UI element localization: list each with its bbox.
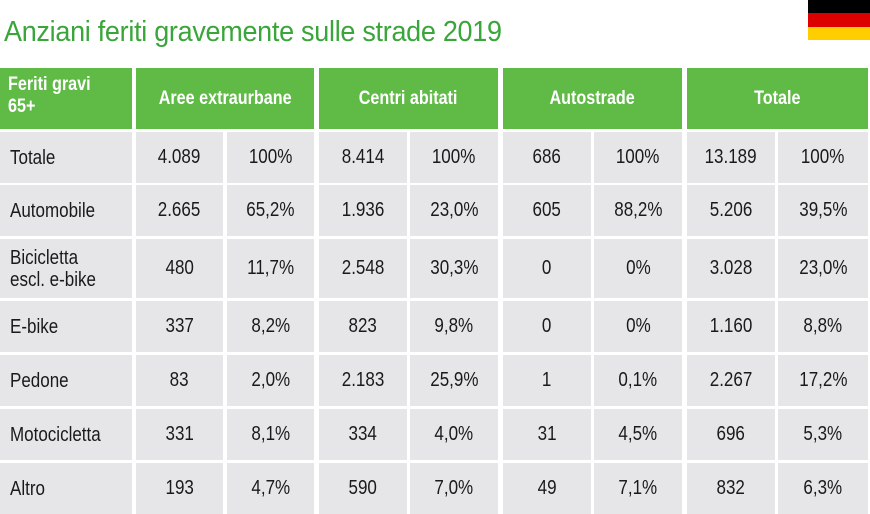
table-header-row: Feriti gravi 65+ Aree extraurbane Centri… [0,68,870,129]
page-title: Anziani feriti gravemente sulle strade 2… [4,16,502,48]
header-aree-extraurbane: Aree extraurbane [136,68,314,129]
cell-centri-pct: 25,9% [410,355,498,406]
cell-centri-pct: 4,0% [410,409,498,460]
cell-autostrade-pct: 0% [594,301,682,352]
cell-aree-n: 83 [136,355,223,406]
cell-centri-n: 2.548 [319,239,407,298]
table-row: Altro 193 4,7% 590 7,0% 49 7,1% 832 6,3% [0,463,870,514]
cell-centri-pct: 9,8% [410,301,498,352]
cell-totale-n: 13.189 [687,132,775,183]
table-row: Bicicletta escl. e-bike 480 11,7% 2.548 30,3… [0,239,870,298]
cell-aree-pct: 4,7% [227,463,314,514]
cell-autostrade-n: 49 [503,463,591,514]
cell-aree-n: 480 [136,239,223,298]
cell-aree-n: 4.089 [136,132,223,183]
cell-totale-pct: 23,0% [778,239,868,298]
cell-autostrade-pct: 0,1% [594,355,682,406]
cell-aree-pct: 65,2% [227,185,314,236]
cell-aree-n: 193 [136,463,223,514]
row-label: Pedone [0,355,132,406]
row-label: Bicicletta escl. e-bike [0,239,132,298]
cell-centri-pct: 30,3% [410,239,498,298]
cell-totale-n: 696 [687,409,775,460]
table-row: Automobile 2.665 65,2% 1.936 23,0% 605 88,2% 5.… [0,185,870,236]
cell-totale-pct: 100% [778,132,868,183]
cell-autostrade-n: 31 [503,409,591,460]
row-label: Totale [0,132,132,183]
cell-aree-pct: 100% [227,132,314,183]
cell-autostrade-n: 0 [503,301,591,352]
cell-centri-n: 590 [319,463,407,514]
cell-autostrade-n: 1 [503,355,591,406]
cell-totale-n: 2.267 [687,355,775,406]
table-row: Pedone 83 2,0% 2.183 25,9% 1 0,1% 2.267 17,2% [0,355,870,406]
cell-autostrade-n: 605 [503,185,591,236]
header-row-label: Feriti gravi 65+ [0,68,132,129]
cell-autostrade-n: 686 [503,132,591,183]
cell-autostrade-pct: 4,5% [594,409,682,460]
cell-aree-pct: 8,2% [227,301,314,352]
cell-centri-n: 823 [319,301,407,352]
cell-aree-pct: 11,7% [227,239,314,298]
header-autostrade: Autostrade [503,68,682,129]
row-label: E-bike [0,301,132,352]
cell-totale-pct: 6,3% [778,463,868,514]
row-label: Altro [0,463,132,514]
cell-totale-pct: 5,3% [778,409,868,460]
cell-totale-pct: 8,8% [778,301,868,352]
cell-totale-pct: 17,2% [778,355,868,406]
row-label: Motocicletta [0,409,132,460]
header-totale: Totale [687,68,868,129]
cell-aree-n: 331 [136,409,223,460]
cell-autostrade-pct: 7,1% [594,463,682,514]
cell-centri-n: 8.414 [319,132,407,183]
cell-totale-pct: 39,5% [778,185,868,236]
cell-totale-n: 1.160 [687,301,775,352]
cell-centri-pct: 100% [410,132,498,183]
row-label: Automobile [0,185,132,236]
cell-centri-pct: 7,0% [410,463,498,514]
table-row: Motocicletta 331 8,1% 334 4,0% 31 4,5% 696 5,3% [0,409,870,460]
cell-centri-pct: 23,0% [410,185,498,236]
cell-autostrade-pct: 0% [594,239,682,298]
cell-autostrade-pct: 100% [594,132,682,183]
cell-centri-n: 2.183 [319,355,407,406]
table-row: E-bike 337 8,2% 823 9,8% 0 0% 1.160 8,8% [0,301,870,352]
cell-totale-n: 832 [687,463,775,514]
cell-centri-n: 334 [319,409,407,460]
cell-aree-n: 337 [136,301,223,352]
cell-totale-n: 5.206 [687,185,775,236]
header-centri-abitati: Centri abitati [319,68,498,129]
cell-aree-pct: 2,0% [227,355,314,406]
cell-aree-pct: 8,1% [227,409,314,460]
table-row: Totale 4.089 100% 8.414 100% 686 100% 13.189 100… [0,132,870,183]
cell-autostrade-n: 0 [503,239,591,298]
cell-totale-n: 3.028 [687,239,775,298]
germany-flag-icon [808,0,870,40]
cell-autostrade-pct: 88,2% [594,185,682,236]
cell-centri-n: 1.936 [319,185,407,236]
cell-aree-n: 2.665 [136,185,223,236]
